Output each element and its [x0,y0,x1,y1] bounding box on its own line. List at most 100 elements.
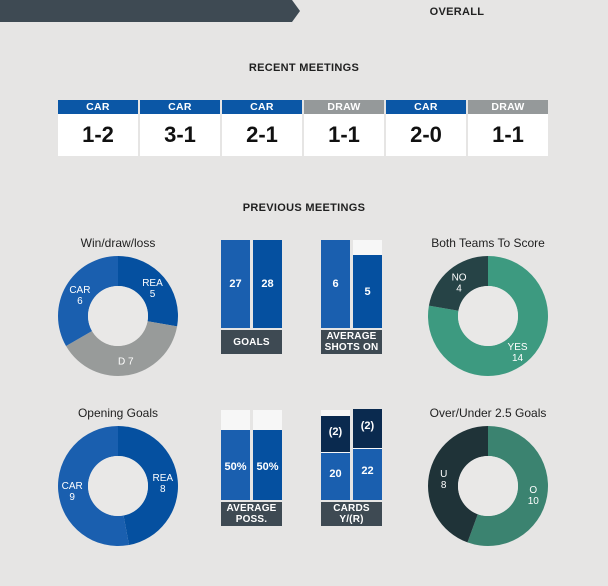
cards-rea-yellow-fill [353,448,382,500]
opening-slice-rea [118,426,179,545]
cards-label-line1: CARDS [333,503,370,514]
poss-bar-car-fill [221,429,250,500]
meeting-card: CAR 3-1 [140,100,220,156]
tab-bar: OVERALL [0,0,608,24]
meeting-card: CAR 2-0 [386,100,466,156]
cards-value-rea-yellow: 22 [361,465,374,477]
opening-slice-label-rea: REA [153,473,174,484]
meeting-result-tag: DRAW [304,100,384,114]
wdl-slice-value-rea: 5 [150,289,156,300]
btts-slice-label-no: NO [452,273,467,284]
poss-value-car: 50% [224,461,247,473]
overunder-slice-o [467,426,548,546]
opening-slice-label-car: CAR [62,481,83,492]
shots-value-rea: 5 [364,286,371,298]
cards-value-rea-red: (2) [360,420,375,432]
meeting-result-tag: CAR [222,100,302,114]
recent-meetings-title: RECENT MEETINGS [248,62,360,74]
meeting-card: DRAW 1-1 [304,100,384,156]
overunder-slice-u [428,426,488,543]
wdl-slice-car [58,256,118,346]
goals-value-rea: 28 [261,278,274,290]
cards-bar-rea: 22 (2) [353,409,382,500]
goals-value-car: 27 [229,278,242,290]
cards-label: CARDS Y/(R) [321,502,382,526]
btts-chart-title: Both Teams To Score [431,236,545,250]
poss-value-rea: 50% [256,461,279,473]
meeting-card: CAR 2-1 [222,100,302,156]
wdl-chart-title: Win/draw/loss [80,236,156,250]
overunder-slice-value-o: 10 [528,496,540,507]
wdl-slice-label-car: CAR [69,285,90,296]
shots-bar-rea: 5 [353,240,382,328]
meeting-result-tag: CAR [140,100,220,114]
wdl-slice-rea [118,256,178,327]
poss-bar-car: 50% [221,410,250,500]
btts-slice-value-yes: 14 [512,353,524,364]
cards-value-car-red: (2) [328,426,343,438]
meeting-result-tag: DRAW [468,100,548,114]
previous-meetings-title: PREVIOUS MEETINGS [242,202,366,214]
wdl-slice-label-rea: REA [142,278,163,289]
cards-bar-car: 20 (2) [321,410,350,500]
recent-meetings-list: CAR 1-2 CAR 3-1 CAR 2-1 DRAW 1-1 CAR 2-0… [58,100,548,156]
goals-label-text: GOALS [233,336,270,348]
over-under-donut-chart: O10 U8 [428,426,548,546]
overunder-slice-label-o: O [529,485,537,496]
shots-label-line1: AVERAGE [326,331,377,342]
wdl-donut-hole [88,286,148,346]
btts-slice-no [428,256,488,311]
opening-donut-hole [88,456,148,516]
opening-goals-chart-title: Opening Goals [77,406,159,420]
poss-bar-rea-fill [253,429,282,500]
poss-label-line1: AVERAGE [226,503,277,514]
meeting-card: DRAW 1-1 [468,100,548,156]
meeting-result-tag: CAR [58,100,138,114]
cards-car-yellow-fill [321,453,350,500]
goals-bar-rea-fill [253,240,282,328]
goals-bar-car-fill [221,240,250,328]
shots-label-line2: SHOTS ON [324,342,379,353]
cards-car-red-fill [321,416,350,453]
opening-slice-car [58,426,130,546]
meeting-score: 1-1 [328,122,360,147]
btts-slice-yes [428,256,548,376]
opening-slice-value-car: 9 [69,492,75,503]
shots-bar-rea-fill [353,254,382,328]
shots-bar-car: 6 [321,240,350,328]
poss-bar-rea: 50% [253,410,282,500]
tab-previous[interactable] [0,0,300,22]
meeting-card: CAR 1-2 [58,100,138,156]
cards-label-line2: Y/(R) [339,514,364,525]
wdl-slice-d [66,321,178,376]
poss-label: AVERAGE POSS. [221,502,282,526]
opening-slice-value-rea: 8 [160,484,166,495]
wdl-slice-value-car: 6 [77,296,83,307]
over-under-chart-title: Over/Under 2.5 Goals [429,406,547,420]
overunder-slice-value-u: 8 [441,480,447,491]
meeting-score: 1-1 [492,122,524,147]
shots-label: AVERAGE SHOTS ON [321,330,382,354]
btts-donut-hole [458,286,518,346]
overunder-donut-hole [458,456,518,516]
wdl-slice-label-d: D 7 [118,356,134,367]
goals-bar-rea: 28 [253,240,282,328]
goals-label: GOALS [221,330,282,354]
shots-value-car: 6 [332,278,339,290]
btts-slice-label-yes: YES [508,342,528,353]
tab-overall[interactable]: OVERALL [429,6,485,18]
meeting-result-tag: CAR [386,100,466,114]
cards-value-car-yellow: 20 [329,468,342,480]
shots-bar-car-fill [321,240,350,328]
cards-rea-red-fill [353,409,382,448]
btts-slice-value-no: 4 [456,284,462,295]
meeting-score: 1-2 [82,122,114,147]
goals-bar-car: 27 [221,240,250,328]
meeting-score: 2-0 [410,122,442,147]
overunder-slice-label-u: U [440,469,447,480]
meeting-score: 2-1 [246,122,278,147]
meeting-score: 3-1 [164,122,196,147]
